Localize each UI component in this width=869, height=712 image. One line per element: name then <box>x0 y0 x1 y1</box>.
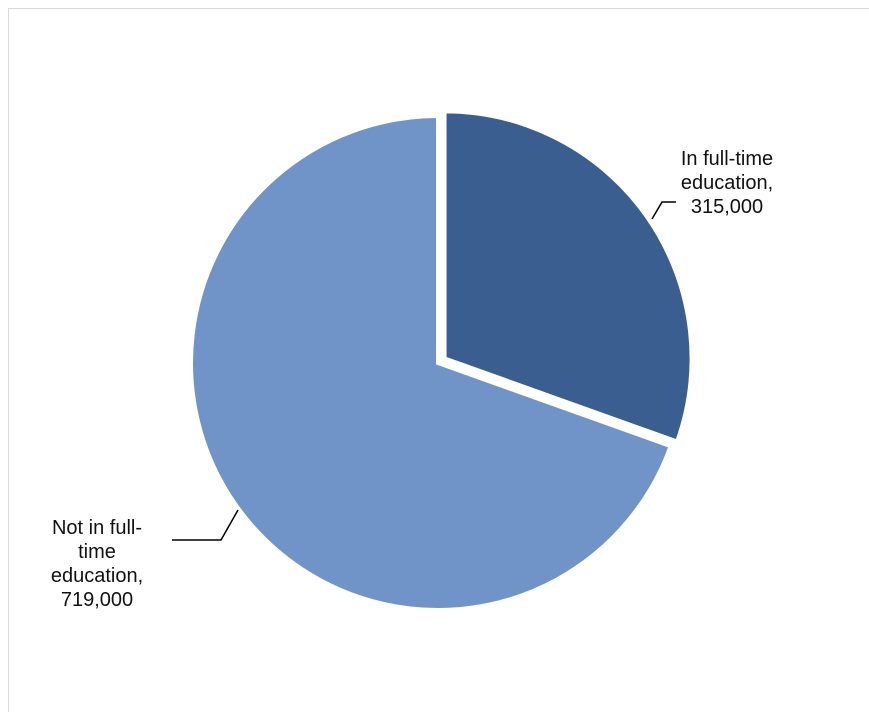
data-label-in-full-time: In full-time education, 315,000 <box>680 148 774 218</box>
leader-line-in-full-time <box>651 201 676 220</box>
leader-line-not-in-full-time <box>172 509 239 541</box>
pie-slice-in-full-time <box>442 109 694 445</box>
pie-slices <box>189 109 694 612</box>
pie-slice-not-in-full-time <box>189 113 674 612</box>
leader-lines <box>172 201 676 541</box>
data-label-not-in-full-time: Not in full- time education, 719,000 <box>50 517 144 611</box>
